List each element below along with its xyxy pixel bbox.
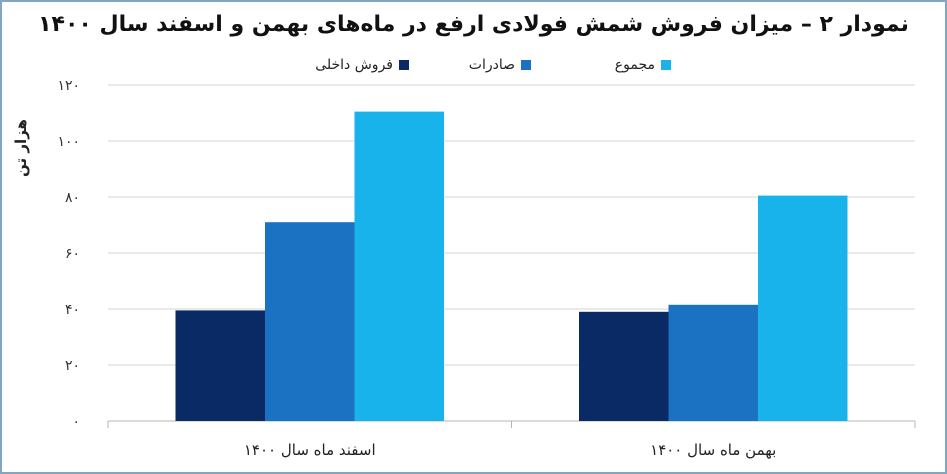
legend-label-exports: صادرات <box>468 57 515 73</box>
x-category-label-1: اسفند ماه سال ۱۴۰۰ <box>244 441 376 459</box>
chart-title: نمودار ۲ – میزان فروش شمش فولادی ارفع در… <box>38 12 909 37</box>
bar-2-series-2 <box>668 304 758 421</box>
legend-item-domestic: فروش داخلی <box>315 57 409 73</box>
y-tick-label-60: ۶۰ <box>65 246 80 262</box>
y-tick-label-100: ۱۰۰ <box>57 134 80 150</box>
legend-swatch-exports <box>521 60 531 70</box>
y-tick-label-0: ۰ <box>72 414 80 430</box>
y-tick-label-80: ۸۰ <box>65 190 80 206</box>
bar-1-series-2 <box>265 222 355 421</box>
legend-swatch-domestic <box>399 60 409 70</box>
chart-legend: فروش داخلی صادرات مجموع <box>0 57 947 81</box>
bar-2-series-1 <box>579 311 669 421</box>
bar-1-series-3 <box>354 111 444 421</box>
legend-label-domestic: فروش داخلی <box>315 57 393 73</box>
y-tick-label-20: ۲۰ <box>65 358 80 374</box>
bar-2-series-3 <box>758 195 848 421</box>
legend-item-total: مجموع <box>615 57 671 73</box>
y-tick-label-120: ۱۲۰ <box>57 78 80 94</box>
legend-item-exports: صادرات <box>469 57 531 73</box>
x-category-label-2: بهمن ماه سال ۱۴۰۰ <box>650 441 776 459</box>
legend-label-total: مجموع <box>614 57 655 73</box>
y-tick-label-40: ۴۰ <box>65 302 80 318</box>
legend-swatch-total <box>661 60 671 70</box>
bar-1-series-1 <box>175 310 265 421</box>
